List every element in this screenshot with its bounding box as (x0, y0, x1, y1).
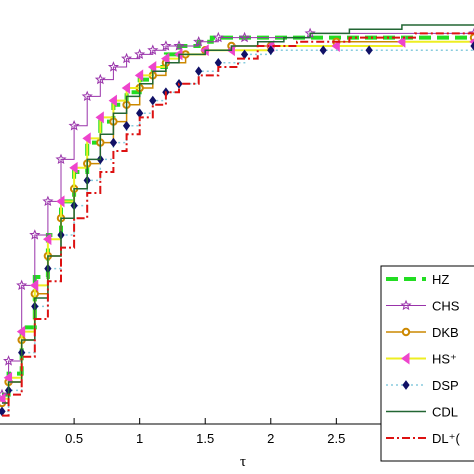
series-point (136, 108, 144, 119)
series-point (319, 45, 327, 56)
series-point (108, 94, 117, 107)
legend-entry: DSP (386, 378, 459, 393)
series-point (16, 279, 28, 291)
series-point (134, 48, 146, 60)
series-point (468, 27, 474, 39)
series-point (149, 95, 157, 106)
series-point (212, 31, 224, 43)
legend-entry: DL⁺( (386, 431, 460, 446)
legend-entry: DKB (386, 325, 459, 340)
legend-label: DKB (432, 325, 459, 340)
series-point (160, 40, 172, 51)
series-point (161, 52, 170, 65)
series-point (173, 40, 185, 51)
x-axis-label: τ (240, 454, 246, 470)
legend-marker (400, 299, 412, 311)
x-tick-label: 0.5 (65, 431, 83, 446)
series-point (0, 392, 6, 405)
series-point (68, 119, 80, 131)
series-point (55, 153, 67, 165)
series-point (3, 355, 15, 366)
series-point (267, 45, 275, 56)
series-5 (2, 24, 474, 404)
legend-label: CHS (432, 299, 460, 314)
series-point (214, 57, 222, 68)
legend-label: HZ (432, 272, 449, 287)
series-line (2, 32, 474, 417)
series-4 (0, 41, 474, 417)
series-point (147, 44, 159, 55)
series-point (134, 69, 144, 82)
series-point (29, 279, 39, 292)
series-point (94, 73, 106, 85)
series-point (147, 61, 157, 73)
series-point (0, 406, 6, 417)
series-point (193, 35, 205, 47)
series-point (16, 325, 26, 338)
series-point (397, 35, 406, 48)
x-axis-ticks: 0.511.522.53 (65, 418, 406, 446)
series-point (42, 195, 54, 207)
legend-marker (402, 380, 410, 390)
x-tick-label: 2 (267, 431, 274, 446)
legend-marker (401, 327, 411, 337)
legend-label: DL⁺( (432, 431, 460, 446)
series-point (95, 111, 104, 124)
series-6 (2, 32, 474, 417)
legend-label: CDL (432, 405, 458, 420)
legend-entry: HS⁺ (386, 352, 457, 367)
legend-entry: HZ (386, 272, 449, 287)
series-point (470, 41, 474, 51)
series-point (331, 40, 340, 52)
series-line (2, 24, 474, 404)
series-point (43, 233, 52, 246)
series-point (240, 49, 249, 60)
series-point (82, 132, 91, 145)
series-point (3, 371, 13, 384)
series-point (69, 161, 78, 174)
x-tick-label: 2.5 (327, 431, 345, 446)
legend-marker (401, 352, 410, 365)
legend-box (380, 265, 474, 462)
legend-entry: CDL (386, 405, 458, 420)
series-point (29, 229, 41, 240)
series-point (365, 45, 373, 56)
legend-entry: CHS (386, 299, 460, 314)
series-point (109, 137, 118, 148)
series-point (56, 195, 65, 208)
x-tick-label: 1.5 (196, 431, 214, 446)
legend-label: DSP (432, 378, 459, 393)
series-layer (0, 24, 474, 417)
series-point (122, 120, 131, 131)
series-point (239, 31, 251, 43)
series-point (195, 66, 203, 77)
series-1 (0, 27, 474, 400)
legend-label: HS⁺ (432, 352, 457, 367)
series-point (81, 90, 93, 102)
x-tick-label: 1 (136, 431, 143, 446)
series-point (121, 52, 133, 64)
series-point (121, 82, 131, 94)
legend: HZ CHS DKB HS⁺ DSP CDL DL⁺( (380, 265, 474, 462)
series-point (107, 61, 119, 72)
